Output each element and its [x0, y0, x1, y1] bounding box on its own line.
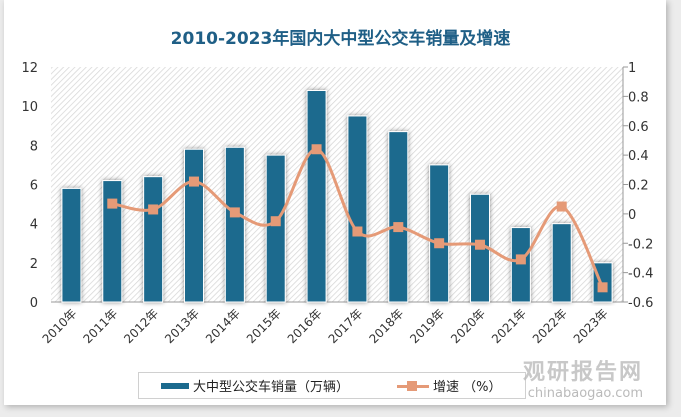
- right-tick-label: -0.2: [628, 237, 653, 252]
- x-tick-label: 2022年: [530, 306, 570, 346]
- left-tick-label: 2: [30, 257, 38, 272]
- growth-marker: [148, 204, 159, 215]
- x-tick-label: 2019年: [407, 306, 447, 346]
- x-tick-label: 2010年: [40, 306, 80, 346]
- right-tick-label: 0: [628, 208, 636, 223]
- growth-marker: [107, 198, 118, 209]
- left-tick-label: 6: [30, 179, 38, 194]
- x-tick-label: 2011年: [80, 306, 120, 346]
- bar: [61, 187, 82, 303]
- x-tick-label: 2013年: [162, 306, 202, 346]
- bar: [347, 115, 368, 303]
- legend-label: 增速 （%）: [433, 380, 502, 395]
- watermark-logo: 观研报告网 chinabaogao.com: [522, 360, 643, 401]
- growth-marker: [475, 239, 485, 250]
- right-tick-label: -0.6: [628, 296, 653, 311]
- left-tick-label: 0: [30, 296, 38, 311]
- right-tick-label: 0.8: [628, 90, 649, 105]
- left-tick-label: 8: [30, 139, 38, 154]
- legend-item-growth: 增速 （%）: [397, 376, 502, 395]
- x-tick-label: 2021年: [489, 306, 529, 346]
- x-tick-label: 2018年: [366, 306, 406, 346]
- chart-title: 2010-2023年国内大中型公交车销量及增速: [170, 29, 511, 49]
- growth-marker: [556, 201, 567, 212]
- growth-marker: [270, 216, 281, 227]
- growth-marker: [597, 282, 608, 293]
- x-tick-label: 2015年: [244, 306, 284, 346]
- growth-marker: [352, 226, 363, 237]
- x-tick-label: 2014年: [203, 306, 243, 346]
- right-tick-label: 0.6: [628, 120, 649, 135]
- bar: [102, 180, 123, 303]
- x-tick-label: 2016年: [285, 306, 325, 346]
- legend-line-swatch: [397, 379, 430, 393]
- growth-marker: [229, 207, 240, 218]
- bar: [510, 227, 531, 303]
- legend-label: 大中型公交车销量（万辆）: [193, 380, 350, 395]
- right-tick-label: -0.4: [628, 267, 653, 282]
- legend-bar-swatch: [161, 382, 189, 389]
- right-tick-label: 0.4: [628, 149, 649, 164]
- bar: [224, 146, 245, 303]
- left-tick-label: 10: [21, 100, 38, 115]
- bar: [143, 176, 164, 303]
- bar: [184, 148, 204, 303]
- growth-marker: [311, 144, 322, 155]
- x-tick-label: 2023年: [571, 306, 611, 346]
- left-tick-label: 4: [30, 218, 38, 233]
- left-tick-label: 12: [21, 61, 38, 76]
- legend-item-sales: 大中型公交车销量（万辆）: [161, 376, 349, 395]
- bar: [551, 223, 572, 303]
- legend: 大中型公交车销量（万辆） 增速 （%）: [138, 372, 526, 399]
- x-tick-label: 2020年: [448, 306, 488, 346]
- bar: [388, 131, 409, 303]
- bar: [265, 154, 286, 303]
- x-tick-label: 2012年: [121, 306, 161, 346]
- right-tick-label: 0.2: [628, 179, 649, 194]
- growth-marker: [393, 222, 404, 233]
- growth-marker: [189, 176, 199, 187]
- bar: [306, 90, 327, 303]
- growth-marker: [434, 238, 445, 249]
- x-tick-label: 2017年: [326, 306, 366, 346]
- right-tick-label: 1: [628, 61, 636, 76]
- bar: [429, 164, 450, 303]
- growth-marker: [515, 254, 526, 265]
